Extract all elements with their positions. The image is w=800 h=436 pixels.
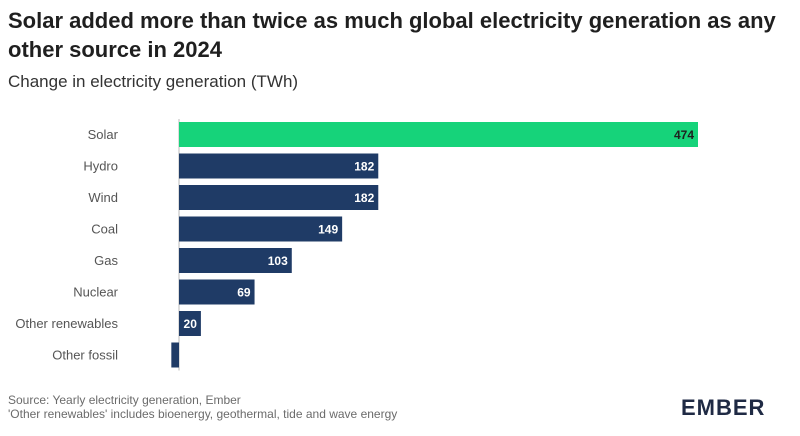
category-label-other-renewables: Other renewables [15,316,118,331]
chart-footer: Source: Yearly electricity generation, E… [8,393,397,421]
value-label-nuclear: 69 [237,286,251,300]
category-label-nuclear: Nuclear [73,285,118,300]
bar-nuclear [179,279,255,305]
bar-gas [179,248,292,273]
category-label-solar: Solar [88,127,119,142]
category-label-hydro: Hydro [83,159,118,174]
ember-logo: EMBER [681,395,766,420]
footnote: 'Other renewables' includes bioenergy, g… [8,407,398,421]
value-label-solar: 474 [674,128,694,142]
chart-subtitle: Change in electricity generation (TWh) [8,72,299,91]
bar-wind [179,185,379,210]
value-label-gas: 103 [268,254,288,268]
category-label-wind: Wind [88,190,118,205]
bar-other-fossil [171,342,179,368]
source-note: Source: Yearly electricity generation, E… [8,393,241,407]
bar-other-renewables [179,311,201,336]
chart-title: Solar added more than twice as much glob… [8,8,776,62]
value-label-wind: 182 [354,191,374,205]
bar-hydro [179,153,379,179]
bar-coal [179,216,343,242]
category-label-gas: Gas [94,253,118,268]
value-label-coal: 149 [318,223,338,237]
value-label-hydro: 182 [354,160,374,174]
category-label-coal: Coal [91,222,118,237]
category-label-other-fossil: Other fossil [52,348,118,363]
value-label-other-renewables: 20 [184,317,198,331]
bar-solar [179,122,698,147]
